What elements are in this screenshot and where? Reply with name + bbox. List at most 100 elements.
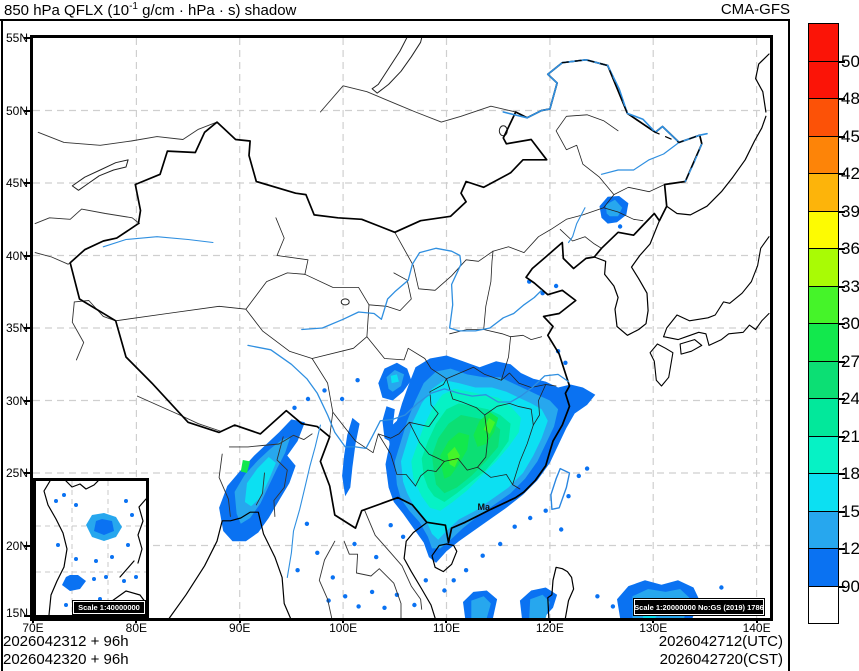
valid-time-cst: 2026042720(CST) — [659, 651, 783, 668]
colorbar-band — [808, 60, 839, 99]
lon-tick-label: 140E — [742, 621, 771, 635]
qflx-shade-dots — [369, 589, 375, 595]
lon-tick-label: 110E — [432, 621, 461, 635]
lat-tick — [24, 182, 32, 184]
colorbar-tick — [839, 360, 845, 363]
page-title: 850 hPa QFLX (10-1 g/cm · hPa · s) shado… — [4, 1, 297, 19]
border-thai-lao — [343, 540, 402, 618]
lat-tick-label: 35N — [5, 321, 28, 335]
colorbar-tick — [839, 435, 845, 438]
colorbar-tick — [839, 285, 845, 288]
qflx-shade-dots — [442, 588, 447, 593]
colorbar-band — [808, 585, 839, 624]
lat-tick — [24, 109, 32, 112]
province — [394, 231, 494, 291]
qflx-shade-90 — [382, 406, 395, 442]
valid-time-block: 2026042712(UTC) 2026042720(CST) — [659, 633, 783, 669]
colorbar-band — [808, 323, 839, 362]
lon-tick — [652, 618, 655, 623]
qflx-shade-dots — [498, 541, 503, 547]
qflx-shade-dots — [584, 466, 590, 471]
lat-tick — [24, 615, 32, 617]
init-time-block: 2026042312 + 96h 2026042320 + 96h — [3, 633, 129, 669]
inset-shade-dots — [104, 575, 108, 579]
inset-shade-dots — [122, 579, 126, 583]
qflx-shade-300 — [447, 446, 460, 468]
qflx-shade-120 — [529, 594, 550, 618]
colorbar-band — [808, 173, 839, 212]
province — [368, 272, 412, 312]
province — [477, 414, 489, 468]
inset-shade — [94, 519, 114, 535]
qflx-shade-dots — [563, 360, 568, 365]
lat-tick-label: 20N — [5, 538, 28, 553]
colorbar-tick-label: 240 — [841, 389, 859, 408]
province — [559, 228, 602, 249]
river-tarim — [102, 236, 214, 248]
river-songhua — [600, 141, 680, 175]
lat-tick-label: 30N — [5, 393, 28, 408]
figure-border-right — [788, 19, 790, 671]
map-canvas: Ma — [33, 38, 770, 618]
qflx-shade-dots — [559, 527, 564, 532]
province — [377, 433, 416, 487]
lon-tick-label: 100E — [329, 621, 358, 635]
colorbar-band — [808, 98, 839, 137]
qflx-shade-dots — [388, 523, 393, 528]
qflx-shade-150 — [244, 457, 276, 507]
colorbar-tick — [839, 510, 845, 513]
lon-tick — [32, 618, 34, 623]
colorbar-band — [808, 285, 839, 324]
colorbar-tick — [839, 210, 845, 213]
coast-honshu — [663, 312, 770, 346]
inset-shade-dots — [94, 559, 98, 563]
coast-bengal — [168, 511, 291, 618]
lat-tick-label: 55N — [5, 31, 28, 45]
colorbar-tick — [839, 323, 845, 325]
qflx-shade-dots — [339, 396, 345, 402]
river-amur — [502, 58, 708, 144]
province — [449, 329, 512, 381]
qflx-shade-dots — [355, 378, 360, 383]
colorbar-tick-label: 120 — [841, 539, 859, 558]
colorbar-tick-label: 150 — [841, 501, 859, 521]
qflx-shade-dots — [343, 594, 348, 599]
colorbar-tick-label: 180 — [841, 464, 859, 483]
province — [446, 378, 534, 426]
qflx-shade-dots — [305, 396, 311, 402]
inset-canvas — [36, 481, 146, 615]
colorbar-tick — [839, 98, 845, 100]
qflx-shade-dots — [330, 575, 335, 580]
coast-korea — [593, 220, 661, 336]
qflx-shade-dots — [543, 508, 548, 513]
colorbar-band — [808, 248, 839, 287]
lat-tick — [24, 399, 32, 402]
lake-qinghai — [340, 298, 350, 306]
inset-shade-dots — [64, 603, 68, 607]
inset-shade-dots — [134, 575, 138, 579]
init-time-cst: 2026042320 + 96h — [3, 651, 129, 668]
qflx-shade-dots — [423, 578, 428, 583]
inset-shade-dots — [92, 577, 96, 581]
border-india-ne — [228, 433, 313, 448]
inset-shade-dots — [56, 543, 60, 547]
figure-border-top — [0, 19, 790, 21]
coast-primorye — [666, 115, 767, 216]
qflx-shade-dots — [451, 578, 456, 583]
colorbar-band — [808, 548, 839, 587]
river-yellow — [301, 247, 543, 332]
map-scale-badge: Scale 1:20000000 No:GS (2019) 1786 — [633, 598, 765, 616]
lon-tick-label: 120E — [535, 621, 564, 635]
province — [366, 336, 447, 380]
province — [492, 114, 619, 254]
figure-border-left — [1, 19, 3, 671]
city-label: Ma — [478, 502, 491, 512]
qflx-shade-dots — [463, 568, 469, 573]
province — [483, 250, 494, 330]
colorbar-band — [808, 360, 839, 399]
colorbar-tick-label: 480 — [841, 89, 859, 108]
province — [603, 207, 644, 222]
qflx-shade-90 — [342, 417, 360, 497]
coast-sakhalin — [754, 53, 770, 113]
province — [613, 184, 665, 196]
